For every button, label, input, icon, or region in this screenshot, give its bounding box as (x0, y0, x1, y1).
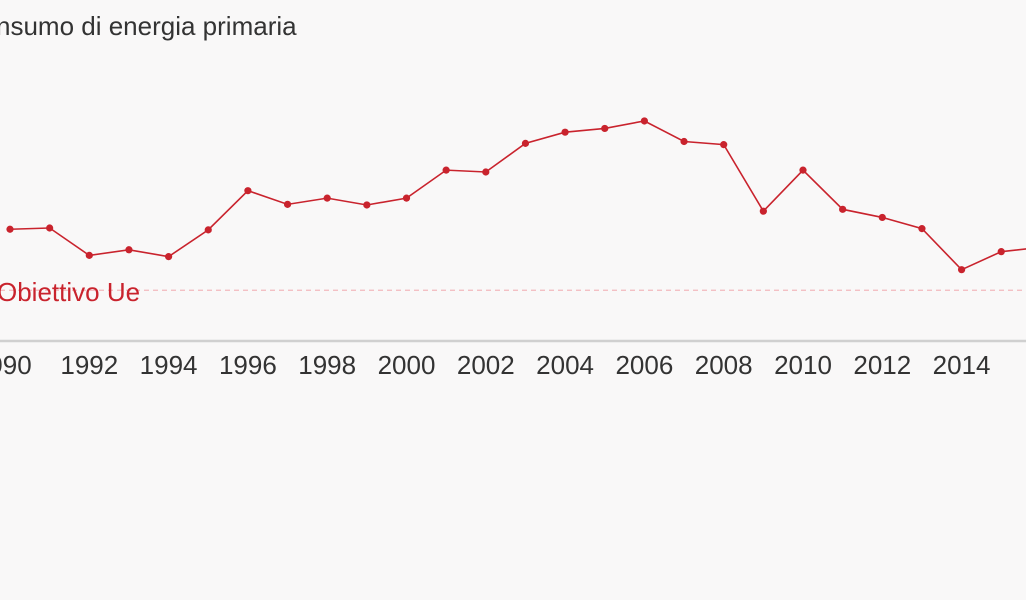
data-point[interactable] (601, 124, 609, 133)
x-tick-label: 2002 (457, 350, 515, 380)
x-tick-label: 2004 (536, 350, 594, 380)
data-point[interactable] (720, 141, 728, 149)
data-point[interactable] (680, 137, 688, 146)
data-point[interactable] (997, 248, 1005, 256)
data-point[interactable] (323, 194, 331, 202)
x-tick-label: 990 (0, 350, 32, 380)
data-point[interactable] (640, 117, 649, 125)
data-point[interactable] (878, 213, 886, 222)
data-point[interactable] (521, 139, 530, 147)
data-point[interactable] (85, 251, 93, 259)
x-tick-label: 2012 (853, 350, 911, 380)
data-point[interactable] (244, 187, 252, 195)
x-tick-label: 2010 (774, 350, 832, 380)
data-point[interactable] (165, 253, 173, 261)
target-label: Obiettivo Ue (0, 277, 140, 307)
x-tick-label: 1996 (219, 350, 277, 380)
data-point[interactable] (561, 128, 569, 136)
data-point[interactable] (482, 168, 490, 176)
series-group (6, 117, 1026, 274)
data-point[interactable] (918, 225, 926, 233)
data-point[interactable] (363, 201, 371, 209)
data-point[interactable] (402, 194, 411, 202)
x-tick-label: 1998 (298, 350, 356, 380)
x-tick-label: 2000 (378, 350, 436, 380)
x-tick-label: 1994 (140, 350, 198, 380)
x-axis-ticks: 990 1992 1994 1996 1998 2000 2002 2004 2006 2008 2… (0, 350, 991, 380)
data-point[interactable] (958, 266, 966, 274)
data-point[interactable] (6, 225, 14, 233)
data-point[interactable] (839, 205, 847, 213)
x-tick-label: 2014 (933, 350, 991, 380)
x-tick-label: 2006 (615, 350, 673, 380)
x-tick-label: 1992 (60, 350, 118, 380)
data-point[interactable] (125, 246, 133, 254)
data-point[interactable] (442, 166, 450, 174)
data-point[interactable] (204, 226, 212, 234)
data-point[interactable] (46, 224, 54, 232)
data-point[interactable] (759, 207, 767, 215)
x-tick-label: 2008 (695, 350, 753, 380)
data-point[interactable] (283, 200, 292, 208)
series-line (9, 120, 1026, 271)
data-point[interactable] (799, 166, 807, 174)
chart-title: nsumo di energia primaria (0, 11, 297, 41)
